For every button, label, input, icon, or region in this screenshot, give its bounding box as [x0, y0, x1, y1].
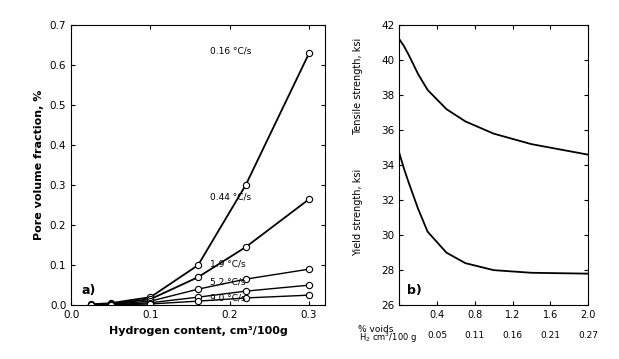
Text: 0.16: 0.16	[503, 331, 522, 340]
Text: Yield strength, ksi: Yield strength, ksi	[353, 169, 363, 256]
Text: 0.44 °C/s: 0.44 °C/s	[210, 192, 251, 201]
Text: 1.9 °C/s: 1.9 °C/s	[210, 260, 246, 269]
Text: 0.21: 0.21	[540, 331, 560, 340]
Text: 0.05: 0.05	[427, 331, 447, 340]
X-axis label: Hydrogen content, cm³/100g: Hydrogen content, cm³/100g	[109, 326, 287, 336]
Text: 0.16 °C/s: 0.16 °C/s	[210, 46, 251, 55]
Text: H$_2$ cm$^3$/100 g: H$_2$ cm$^3$/100 g	[359, 331, 417, 345]
Text: Tensile strength, ksi: Tensile strength, ksi	[353, 38, 363, 135]
Y-axis label: Pore volume fraction, %: Pore volume fraction, %	[34, 90, 45, 240]
Text: 5.2 °C/s: 5.2 °C/s	[210, 278, 246, 286]
Text: % voids: % voids	[358, 325, 393, 334]
Text: a): a)	[81, 284, 96, 297]
Text: 0.11: 0.11	[465, 331, 485, 340]
Text: b): b)	[407, 284, 422, 297]
Text: 0.27: 0.27	[578, 331, 598, 340]
Text: 9.0 °C/s: 9.0 °C/s	[210, 293, 246, 302]
